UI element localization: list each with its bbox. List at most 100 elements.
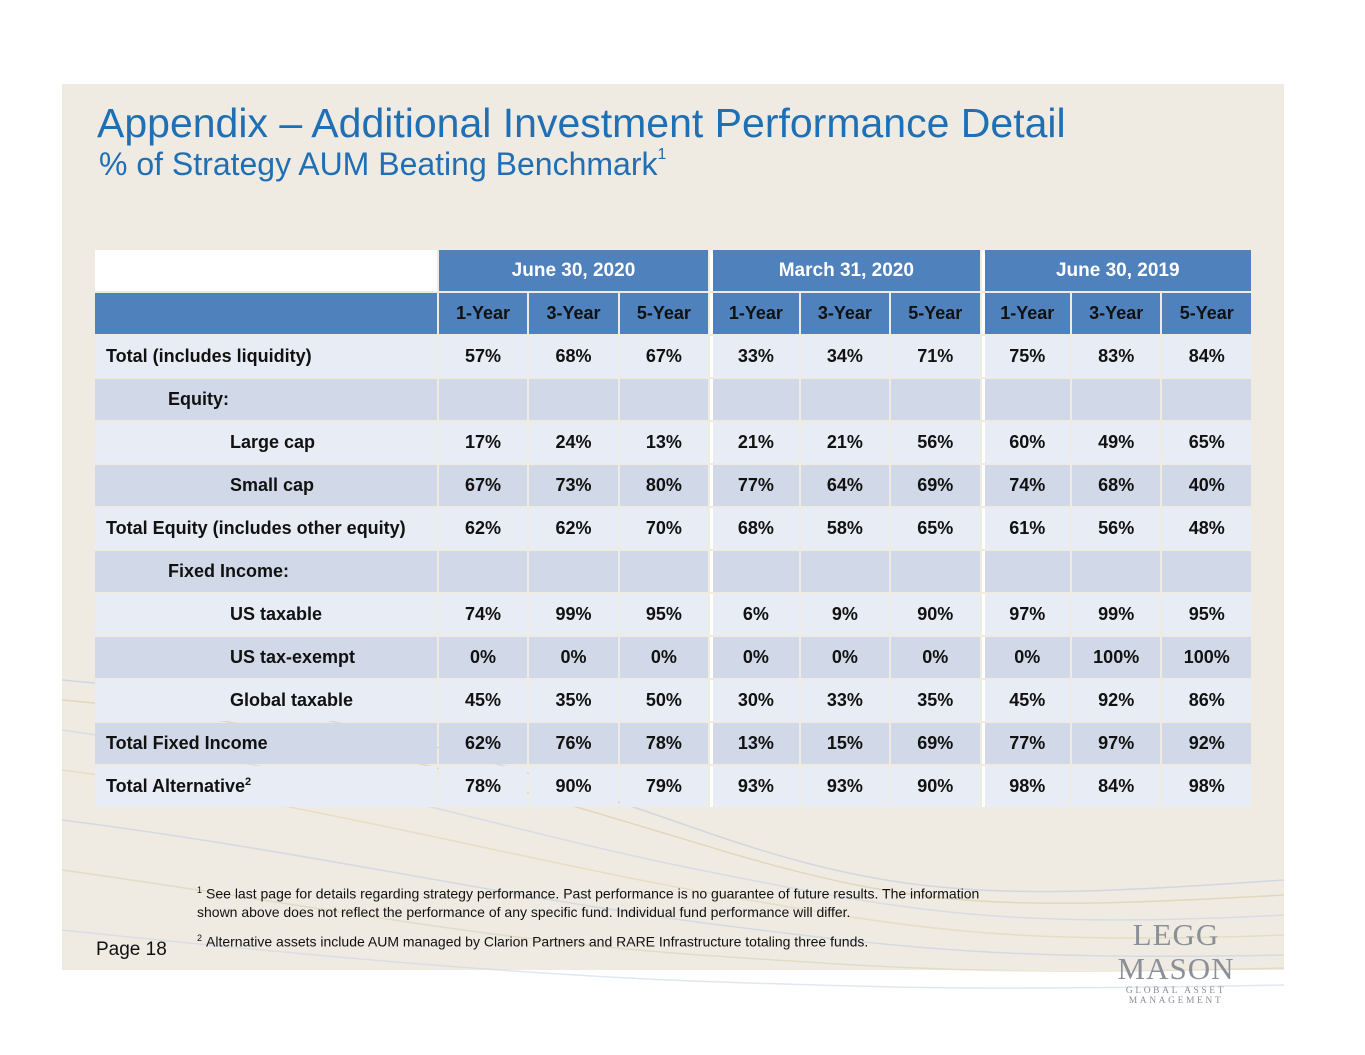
performance-table: June 30, 2020 March 31, 2020 June 30, 20…	[93, 248, 1253, 809]
value-cell: 0%	[438, 637, 528, 678]
value-cell: 62%	[438, 723, 528, 764]
horizon-header: 5-Year	[1162, 293, 1251, 334]
value-cell: 17%	[438, 422, 528, 463]
value-cell: 35%	[529, 680, 618, 721]
row-label-text: Equity:	[168, 389, 229, 409]
value-cell: 62%	[529, 508, 618, 549]
row-label-text: Total Equity (includes other equity)	[106, 518, 406, 538]
logo-tagline: GLOBAL ASSET MANAGEMENT	[1125, 986, 1227, 1006]
value-cell	[1162, 551, 1251, 592]
page-title: Appendix – Additional Investment Perform…	[97, 100, 1066, 146]
value-cell	[438, 551, 528, 592]
row-label: Small cap	[95, 465, 437, 506]
row-label-text: US tax-exempt	[230, 647, 356, 667]
value-cell: 0%	[891, 637, 980, 678]
value-cell	[438, 379, 528, 420]
value-cell: 61%	[981, 508, 1070, 549]
value-cell: 21%	[800, 422, 890, 463]
legg-mason-logo: LEGG MASON GLOBAL ASSET MANAGEMENT	[1082, 917, 1270, 1007]
logo-name: LEGG MASON	[1117, 917, 1235, 986]
horizon-header-row: 1-Year 3-Year 5-Year 1-Year 3-Year 5-Yea…	[95, 293, 1251, 334]
value-cell: 13%	[619, 422, 709, 463]
value-cell	[981, 551, 1070, 592]
value-cell: 69%	[891, 465, 980, 506]
value-cell: 97%	[981, 594, 1070, 635]
value-cell: 84%	[1162, 336, 1251, 377]
value-cell: 24%	[529, 422, 618, 463]
value-cell	[529, 379, 618, 420]
table-row: Total Alternative2 78% 90% 79% 93% 93% 90% 98% 8…	[95, 766, 1251, 807]
value-cell: 68%	[710, 508, 799, 549]
value-cell: 99%	[1071, 594, 1161, 635]
footnote-marker: 1	[197, 885, 203, 895]
value-cell: 45%	[438, 680, 528, 721]
period-header-mar-2020: March 31, 2020	[710, 250, 980, 291]
value-cell: 33%	[710, 336, 799, 377]
value-cell: 68%	[1071, 465, 1161, 506]
value-cell	[529, 551, 618, 592]
horizon-header: 5-Year	[619, 293, 709, 334]
row-label: Large cap	[95, 422, 437, 463]
value-cell: 70%	[619, 508, 709, 549]
value-cell: 65%	[1162, 422, 1251, 463]
value-cell: 78%	[438, 766, 528, 807]
table-row: Total Fixed Income 62% 76% 78% 13% 15% 69% 77% 9…	[95, 723, 1251, 764]
value-cell: 34%	[800, 336, 890, 377]
value-cell: 9%	[800, 594, 890, 635]
value-cell	[981, 379, 1070, 420]
value-cell: 77%	[981, 723, 1070, 764]
table-row: Global taxable 45% 35% 50% 30% 33% 35% 45% 92% 86…	[95, 680, 1251, 721]
value-cell: 90%	[891, 766, 980, 807]
table-row: US taxable 74% 99% 95% 6% 9% 90% 97% 99% 95%	[95, 594, 1251, 635]
value-cell: 13%	[710, 723, 799, 764]
horizon-header: 3-Year	[1071, 293, 1161, 334]
row-label-text: Small cap	[230, 475, 315, 495]
row-label-text: Total Fixed Income	[106, 733, 268, 753]
value-cell: 30%	[710, 680, 799, 721]
row-label: Total Alternative2	[95, 766, 437, 807]
table-row: Large cap 17% 24% 13% 21% 21% 56% 60% 49% 65%	[95, 422, 1251, 463]
value-cell	[891, 379, 980, 420]
value-cell	[710, 379, 799, 420]
row-label-text: Total (includes liquidity)	[106, 346, 312, 366]
value-cell	[891, 551, 980, 592]
value-cell: 0%	[529, 637, 618, 678]
row-label: Fixed Income:	[95, 551, 437, 592]
value-cell: 90%	[529, 766, 618, 807]
row-label: Total (includes liquidity)	[95, 336, 437, 377]
value-cell: 73%	[529, 465, 618, 506]
horizon-header: 3-Year	[529, 293, 618, 334]
value-cell: 71%	[891, 336, 980, 377]
value-cell: 15%	[800, 723, 890, 764]
row-label: Equity:	[95, 379, 437, 420]
value-cell: 67%	[619, 336, 709, 377]
value-cell: 95%	[619, 594, 709, 635]
value-cell: 84%	[1071, 766, 1161, 807]
value-cell: 0%	[981, 637, 1070, 678]
value-cell: 98%	[1162, 766, 1251, 807]
footnote-2: 2 Alternative assets include AUM managed …	[197, 929, 1017, 951]
value-cell: 68%	[529, 336, 618, 377]
footnote-1: 1 See last page for details regarding str…	[197, 881, 1017, 921]
value-cell: 80%	[619, 465, 709, 506]
row-label-text: US taxable	[230, 604, 323, 624]
value-cell: 93%	[800, 766, 890, 807]
value-cell: 74%	[438, 594, 528, 635]
value-cell: 93%	[710, 766, 799, 807]
row-label-footnote-marker: 2	[245, 776, 252, 788]
value-cell: 40%	[1162, 465, 1251, 506]
table-row: Total Equity (includes other equity) 62% 6…	[95, 508, 1251, 549]
horizon-header: 1-Year	[710, 293, 799, 334]
horizon-header: 3-Year	[800, 293, 890, 334]
value-cell: 45%	[981, 680, 1070, 721]
table-row: US tax-exempt 0% 0% 0% 0% 0% 0% 0% 100% 100%	[95, 637, 1251, 678]
value-cell: 58%	[800, 508, 890, 549]
value-cell: 57%	[438, 336, 528, 377]
value-cell: 49%	[1071, 422, 1161, 463]
value-cell	[619, 379, 709, 420]
value-cell: 56%	[891, 422, 980, 463]
value-cell: 97%	[1071, 723, 1161, 764]
table-row: Fixed Income:	[95, 551, 1251, 592]
value-cell	[1162, 379, 1251, 420]
row-label: US tax-exempt	[95, 637, 437, 678]
